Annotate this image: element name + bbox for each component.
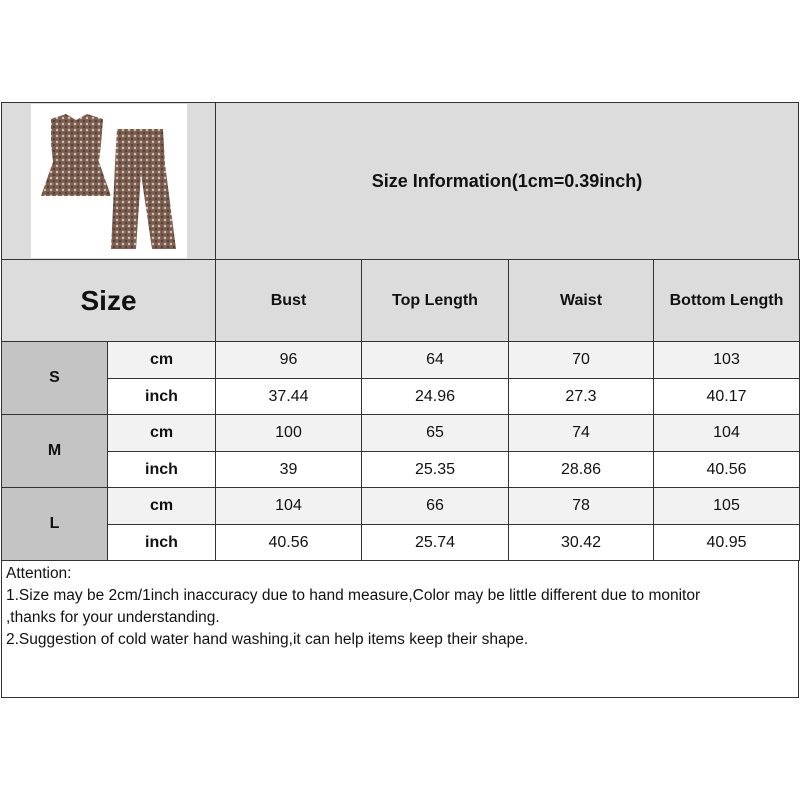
measurement-cell: 27.3 [508,378,654,415]
size-label: M [1,414,108,488]
unit-label: cm [107,414,216,452]
size-label: S [1,341,108,415]
column-header: Bottom Length [653,259,800,342]
measurement-cell: 25.35 [361,451,509,488]
column-header: Bust [215,259,362,342]
measurement-cell: 64 [361,341,509,379]
measurement-cell: 74 [508,414,654,452]
measurement-cell: 66 [361,487,509,525]
measurement-cell: 100 [215,414,362,452]
size-header: Size [1,259,216,342]
product-image-cell [1,102,216,260]
column-header: Waist [508,259,654,342]
measurement-cell: 37.44 [215,378,362,415]
attention-notes: Attention: 1.Size may be 2cm/1inch inacc… [1,560,799,698]
measurement-cell: 78 [508,487,654,525]
attention-line: 1.Size may be 2cm/1inch inaccuracy due t… [6,587,701,604]
unit-label: inch [107,378,216,415]
measurement-cell: 40.56 [653,451,800,488]
measurement-cell: 40.56 [215,524,362,561]
unit-label: inch [107,524,216,561]
product-image [30,104,187,258]
column-header: Top Length [361,259,509,342]
measurement-cell: 24.96 [361,378,509,415]
measurement-cell: 39 [215,451,362,488]
unit-label: inch [107,451,216,488]
measurement-cell: 105 [653,487,800,525]
attention-line: ,thanks for your understanding. [6,609,220,626]
measurement-cell: 70 [508,341,654,379]
measurement-cell: 104 [215,487,362,525]
attention-line: 2.Suggestion of cold water hand washing,… [6,631,529,648]
size-info-title: Size Information(1cm=0.39inch) [215,102,799,260]
measurement-cell: 96 [215,341,362,379]
measurement-cell: 104 [653,414,800,452]
unit-label: cm [107,341,216,379]
measurement-cell: 65 [361,414,509,452]
measurement-cell: 40.17 [653,378,800,415]
measurement-cell: 30.42 [508,524,654,561]
measurement-cell: 28.86 [508,451,654,488]
attention-heading: Attention: [6,565,72,582]
measurement-cell: 25.74 [361,524,509,561]
measurement-cell: 40.95 [653,524,800,561]
size-label: L [1,487,108,561]
measurement-cell: 103 [653,341,800,379]
unit-label: cm [107,487,216,525]
